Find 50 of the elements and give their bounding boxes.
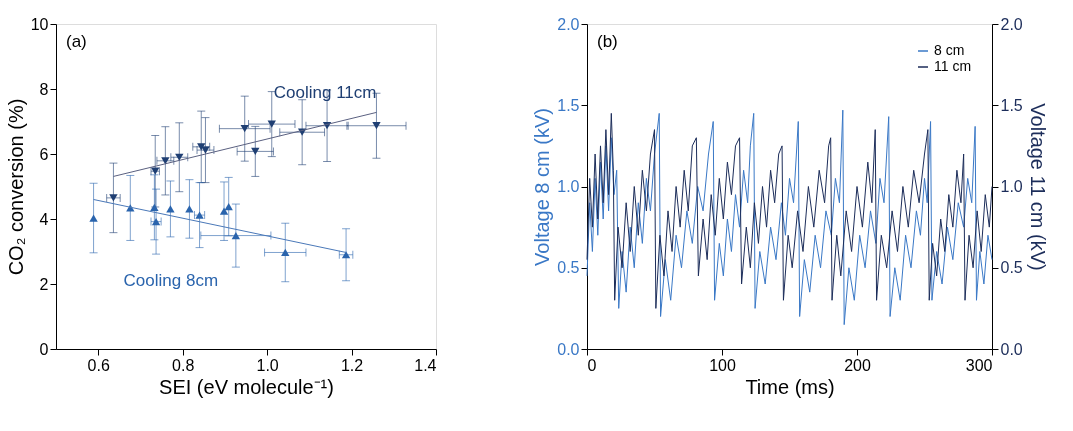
annotation: (b) bbox=[597, 32, 618, 51]
point bbox=[240, 125, 249, 133]
point bbox=[372, 122, 381, 130]
point bbox=[251, 147, 260, 156]
x-tick-label: 0 bbox=[587, 356, 597, 374]
annotation: (a) bbox=[66, 32, 87, 51]
y-tick-label: 1.5 bbox=[557, 96, 580, 114]
x-tick-label: 100 bbox=[709, 356, 736, 374]
point bbox=[281, 248, 290, 257]
y-tick-label: 8 bbox=[39, 80, 49, 98]
text: Cooling 8cm bbox=[123, 271, 219, 291]
x-tick-label: 200 bbox=[844, 356, 871, 374]
y-tick-label: 4 bbox=[39, 210, 49, 228]
x-axis-title: SEI (eV molecule⁻¹) bbox=[159, 375, 334, 398]
y2-tick-label: 0.0 bbox=[1000, 340, 1023, 358]
y-tick-label: 10 bbox=[30, 15, 49, 33]
legend-label: 11 cm bbox=[934, 58, 972, 74]
y-tick-label: 2.0 bbox=[557, 15, 580, 33]
series-label: Cooling 11cm bbox=[273, 82, 377, 102]
y-tick-label: 0.5 bbox=[557, 259, 580, 277]
x-tick-label: 0.8 bbox=[172, 356, 195, 374]
x-tick-label: 1.4 bbox=[414, 356, 437, 374]
point bbox=[219, 207, 229, 215]
x-axis-title: Time (ms) bbox=[745, 375, 835, 398]
point bbox=[89, 214, 98, 222]
y2-tick-label: 1.0 bbox=[1000, 178, 1023, 195]
x-tick-label: 0.6 bbox=[87, 356, 110, 374]
y-tick-label: 0.0 bbox=[557, 340, 580, 358]
point bbox=[161, 157, 170, 165]
y2-tick-label: 0.5 bbox=[1000, 259, 1023, 277]
point bbox=[231, 231, 241, 240]
point bbox=[201, 146, 210, 154]
point bbox=[267, 120, 276, 128]
point bbox=[166, 205, 175, 213]
x-tick-label: 1.2 bbox=[340, 356, 364, 374]
y-tick-label: 1.0 bbox=[557, 178, 580, 195]
point bbox=[224, 203, 233, 211]
point bbox=[185, 205, 194, 213]
x-tick-label: 300 bbox=[965, 356, 993, 374]
y2-tick-label: 2.0 bbox=[1000, 15, 1023, 33]
x-tick-label: 1.0 bbox=[256, 356, 279, 374]
y-tick-label: 6 bbox=[39, 145, 49, 163]
y2-tick-label: 1.5 bbox=[1000, 96, 1023, 114]
y-axis-title: CO₂ conversion (%) bbox=[4, 98, 27, 276]
legend-label: 8 cm bbox=[934, 42, 965, 58]
y2-axis-title: Voltage 11 cm (kV) bbox=[1026, 103, 1049, 271]
point bbox=[175, 153, 184, 161]
y-tick-label: 0 bbox=[39, 340, 49, 358]
y-tick-label: 2 bbox=[39, 275, 49, 293]
y-axis-title: Voltage 8 cm (kV) bbox=[531, 108, 554, 266]
